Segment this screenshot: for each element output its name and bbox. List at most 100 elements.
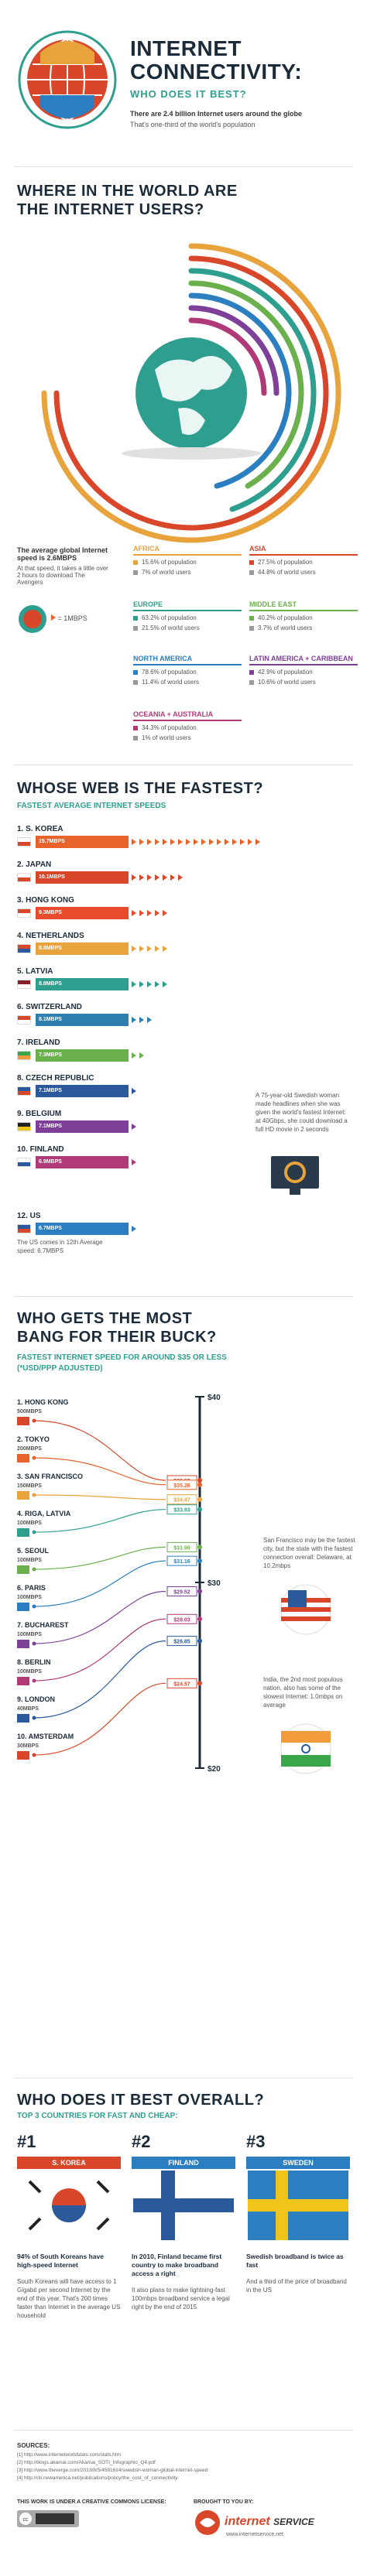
price-point [197, 1497, 202, 1502]
source-item[interactable]: [3] http://www.theverge.com/2013/8/5/459… [17, 2468, 208, 2473]
arc-latin-america [188, 305, 280, 396]
region-pct-population: 78.6% of population [133, 669, 242, 676]
country-label: 2. JAPAN [17, 860, 52, 869]
divider [14, 2430, 353, 2431]
card-body: And a third of the price of broadband in… [246, 2278, 347, 2294]
speed-arrow-icon [248, 839, 252, 845]
price-label: $29.52 [173, 1590, 190, 1596]
speed-arrow-icon [132, 1159, 136, 1165]
city-flag-icon [17, 1751, 29, 1760]
card-flag-icon [133, 2171, 234, 2240]
city-label: 4. RIGA, LATVIA [17, 1510, 71, 1517]
city-flag-icon [17, 1640, 29, 1648]
price-connector [33, 1590, 166, 1644]
country-card: #2 FINLAND In 2010, Finland became first… [132, 2132, 235, 2418]
card-rank: #3 [246, 2132, 266, 2151]
speed-arrow-icon [147, 910, 152, 916]
speed-bar-row: 10. FINLAND 6.9MBPS [17, 1145, 350, 1176]
region-pct-population: 15.6% of population [133, 559, 242, 566]
title-line1: INTERNET [130, 36, 242, 60]
price-connector [33, 1420, 166, 1481]
card-headline: 94% of South Koreans have high-speed Int… [17, 2253, 104, 2269]
swatch-icon [133, 669, 138, 675]
speed-bar-row: 3. HONG KONG 9.3MBPS [17, 896, 350, 927]
country-card: #1 S. KOREA 94% of South Koreans have hi… [17, 2132, 121, 2418]
avg-speed-desc: At that speed, it takes a little over 2 … [17, 565, 108, 586]
section3-subtitle-line2: (*USD/PPP ADJUSTED) [17, 1364, 103, 1373]
card-country: SWEDEN [246, 2157, 350, 2169]
region-stat-text: 10.6% of world users [258, 679, 316, 686]
speed-arrow-icon [170, 874, 175, 881]
speed-bar: 15.7MBPS [36, 836, 129, 848]
speed-bar-chart: 1. S. KOREA 15.7MBPS 2. JAPAN 10.1MBPS 3. HO… [17, 825, 350, 1258]
card-country: FINLAND [132, 2157, 235, 2169]
section1-title-line2: THE INTERNET USERS? [17, 201, 204, 218]
speed-bar-row: 2. JAPAN 10.1MBPS [17, 860, 350, 891]
city-label: 5. SEOUL [17, 1547, 50, 1555]
speed-bar-row: 12. US 6.7MBPS [17, 1212, 350, 1243]
city-label: 8. BERLIN [17, 1658, 51, 1666]
price-box [166, 1636, 197, 1647]
speed-arrow-icon [132, 981, 136, 987]
swatch-icon [249, 625, 254, 631]
sources-label: SOURCES: [17, 2442, 50, 2449]
region-stat: AFRICA 15.6% of population 7% of world use… [133, 545, 242, 579]
speed-arrow-icon [132, 874, 136, 881]
price-box [166, 1678, 197, 1688]
speed-arrow-icon [201, 839, 206, 845]
city-speed-label: 100MBPS [17, 1632, 42, 1637]
source-item[interactable]: [2] http://blogs.akamai.com/Akamai_SOTI_… [17, 2460, 156, 2465]
speed-arrow-icon [139, 1052, 144, 1059]
speed-arrow-icon [155, 839, 159, 845]
speed-arrow-icon [209, 839, 214, 845]
country-flag-icon [17, 980, 31, 989]
region-stat-text: 44.8% of world users [258, 569, 316, 576]
price-box [166, 1494, 197, 1505]
svg-text:cc: cc [23, 2517, 29, 2523]
source-item[interactable]: [1] http://www.internetworldstats.com/st… [17, 2452, 122, 2458]
india-flag-circle-icon [280, 1723, 331, 1774]
speed-arrow-icon [155, 910, 159, 916]
brand-name-a: internet [225, 2515, 270, 2528]
city-dot [32, 1604, 36, 1609]
country-label: 4. NETHERLANDS [17, 932, 84, 940]
price-connector [33, 1546, 166, 1570]
speed-bar: 6.9MBPS [36, 1156, 129, 1168]
city-speed-label: 30MBPS [17, 1743, 39, 1749]
region-pct-users: 1% of world users [133, 734, 242, 741]
region-stat-text: 15.6% of population [142, 559, 197, 566]
source-item[interactable]: [4] http://oti.newamerica.net/publicatio… [17, 2475, 178, 2481]
region-stat-text: 34.3% of population [142, 724, 197, 731]
arc-europe [188, 268, 317, 512]
price-connector [33, 1682, 166, 1756]
cc-license-icon[interactable]: cc [17, 2510, 79, 2527]
region-pct-population: 27.5% of population [249, 559, 358, 566]
price-label: $33.93 [173, 1508, 190, 1514]
region-pct-users: 7% of world users [133, 569, 242, 576]
divider [14, 166, 353, 167]
speed-bar: 8.1MBPS [36, 1014, 129, 1026]
region-name: MIDDLE EAST [249, 600, 358, 611]
speed-arrow-icon [139, 981, 144, 987]
speed-arrow-icon [147, 839, 152, 845]
city-label: 1. HONG KONG [17, 1398, 69, 1406]
city-dot [32, 1530, 36, 1534]
license-label: THIS WORK IS UNDER A CREATIVE COMMONS LI… [17, 2499, 166, 2505]
city-flag-icon [17, 1603, 29, 1611]
speed-arrow-icon [163, 910, 167, 916]
country-label: 6. SWITZERLAND [17, 1003, 82, 1011]
speed-arrow-icon [186, 839, 190, 845]
price-point [197, 1638, 202, 1644]
region-name: OCEANIA + AUSTRALIA [133, 710, 242, 721]
country-label: 3. HONG KONG [17, 896, 74, 905]
speed-equals-label: = 1MBPS [51, 614, 113, 622]
price-point [197, 1589, 202, 1594]
section-bang-for-buck: WHO GETS THE MOST BANG FOR THEIR BUCK? F… [0, 1304, 367, 2078]
region-pct-users: 10.6% of world users [249, 679, 358, 686]
region-stat-text: 3.7% of world users [258, 624, 313, 631]
brand-url[interactable]: www.internetservice.net [226, 2532, 283, 2537]
city-dot [32, 1493, 36, 1497]
section4-title: WHO DOES IT BEST OVERALL? [17, 2092, 265, 2109]
swatch-icon [133, 679, 138, 685]
price-connector [33, 1560, 166, 1607]
